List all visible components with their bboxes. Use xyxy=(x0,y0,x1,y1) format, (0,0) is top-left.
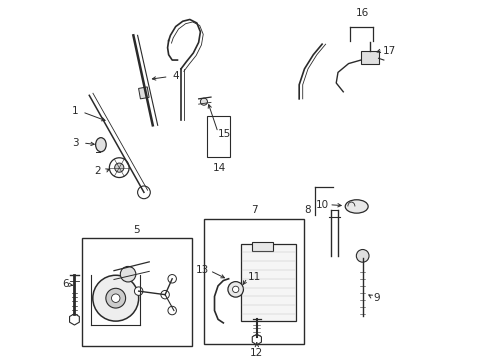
Circle shape xyxy=(105,288,125,308)
Bar xyxy=(241,243,295,321)
Text: 1: 1 xyxy=(71,106,78,116)
Bar xyxy=(82,238,191,346)
Ellipse shape xyxy=(96,138,106,152)
Circle shape xyxy=(227,282,243,297)
Text: 9: 9 xyxy=(372,293,379,303)
Bar xyxy=(360,51,378,64)
Text: 13: 13 xyxy=(196,265,209,275)
Text: 7: 7 xyxy=(250,205,257,215)
Circle shape xyxy=(137,186,150,199)
Text: 5: 5 xyxy=(133,225,140,235)
Bar xyxy=(207,117,230,157)
Text: 16: 16 xyxy=(355,8,368,18)
Circle shape xyxy=(167,306,176,315)
Circle shape xyxy=(109,158,129,177)
Text: 11: 11 xyxy=(247,272,260,282)
Circle shape xyxy=(161,291,169,299)
Circle shape xyxy=(93,275,139,321)
Circle shape xyxy=(114,163,123,172)
Bar xyxy=(203,219,304,344)
Circle shape xyxy=(134,287,142,295)
Text: 12: 12 xyxy=(250,348,263,357)
Bar xyxy=(138,87,149,99)
Text: 2: 2 xyxy=(94,166,101,176)
Circle shape xyxy=(200,98,207,105)
Circle shape xyxy=(111,294,120,302)
Text: 6: 6 xyxy=(62,279,69,289)
Circle shape xyxy=(167,275,176,283)
Text: 14: 14 xyxy=(212,163,225,173)
Bar xyxy=(251,242,272,251)
Circle shape xyxy=(120,266,136,282)
Ellipse shape xyxy=(345,200,367,213)
Text: 10: 10 xyxy=(315,200,328,210)
Text: 4: 4 xyxy=(172,71,179,81)
Text: 17: 17 xyxy=(383,45,396,55)
Circle shape xyxy=(356,249,368,262)
Text: 3: 3 xyxy=(72,138,79,148)
Text: 8: 8 xyxy=(304,205,310,215)
Circle shape xyxy=(232,286,238,293)
Text: 15: 15 xyxy=(218,129,231,139)
